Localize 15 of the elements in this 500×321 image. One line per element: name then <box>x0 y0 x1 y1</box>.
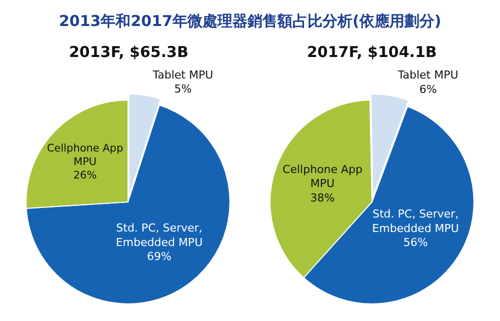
data-label: 5% <box>174 82 192 96</box>
data-label: 69% <box>146 250 172 264</box>
chart-title: 2017F, $104.1B <box>307 43 437 61</box>
slice-label: Std. PC, Server, Embedded MPU <box>372 208 459 235</box>
slice-label: Std. PC, Server, Embedded MPU <box>116 221 203 249</box>
chart-title: 2013F, $65.3B <box>69 43 188 61</box>
slice-label: Cellphone App MPU <box>282 162 363 190</box>
slice-label: Cellphone App MPU <box>46 142 124 168</box>
data-label: 26% <box>73 170 97 182</box>
data-label: 38% <box>310 191 335 204</box>
data-label: 6% <box>419 82 437 96</box>
text: 2013年和2017年微處理器銷售額占比分析(依應用劃分) <box>59 12 442 30</box>
slice-label: Tablet MPU <box>152 68 214 82</box>
data-label: 56% <box>403 236 428 250</box>
slice-label: Tablet MPU <box>396 68 458 82</box>
